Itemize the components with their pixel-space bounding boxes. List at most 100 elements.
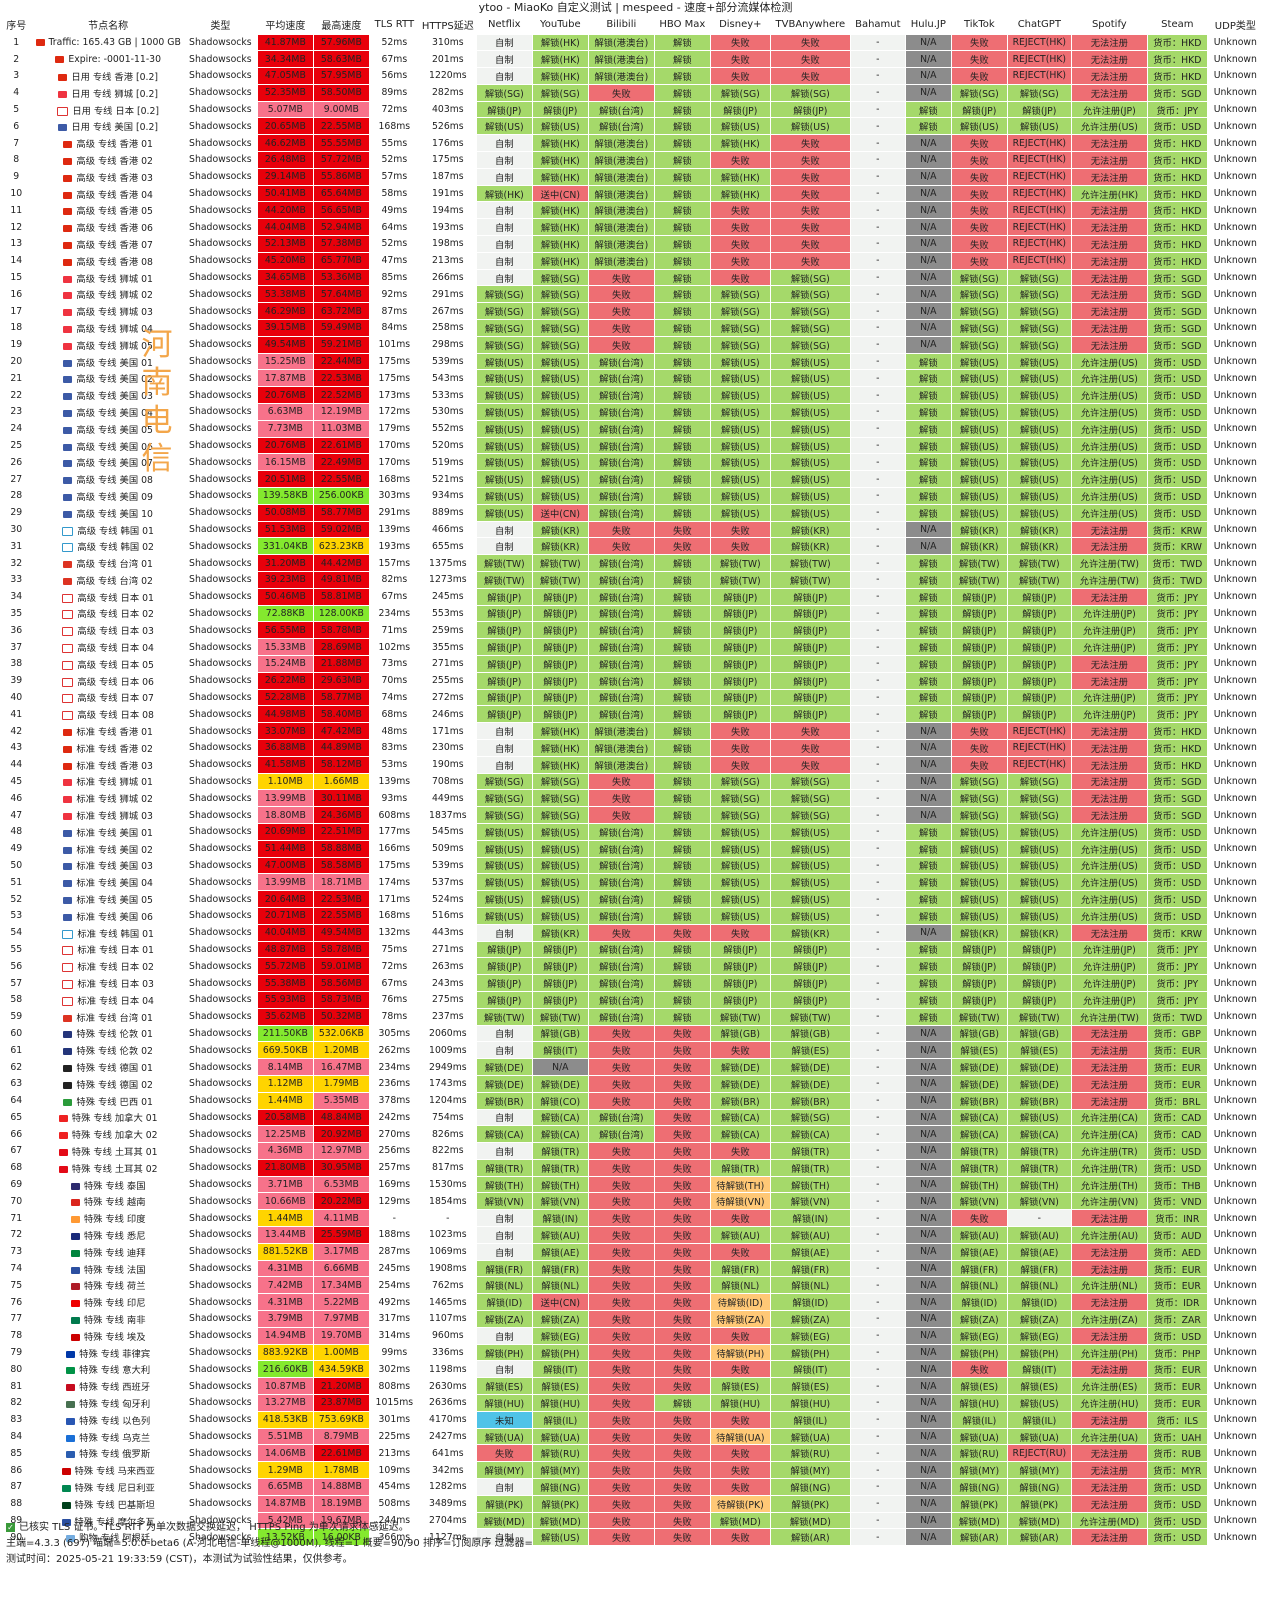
avg-speed-cell: 52.35MB: [257, 84, 314, 102]
protocol-type-cell: Shadowsocks: [183, 269, 258, 287]
spotify-cell: 无法注册: [1071, 1025, 1148, 1043]
udp-type-cell: Unknown: [1207, 50, 1264, 69]
node-name-cell: 高级 专线 狮城 01: [33, 269, 184, 287]
youtube-cell: 解锁(JP): [532, 689, 589, 707]
table-row: 52 标准 专线 美国 05 Shadowsocks 20.64MB 22.53MB 17…: [0, 890, 1264, 908]
udp-type-cell: Unknown: [1207, 1243, 1264, 1261]
chatgpt-cell: 解锁(US): [1007, 857, 1072, 875]
hbo-max-cell: 解锁: [654, 638, 711, 656]
disney-plus-cell: 失败: [710, 1209, 771, 1228]
https-latency-cell: 754ms: [419, 1109, 477, 1127]
node-name-cell: 特殊 专线 埃及: [33, 1327, 184, 1345]
node-name-cell: 高级 专线 香港 08: [33, 252, 184, 270]
disney-plus-cell: 解锁(CA): [710, 1125, 771, 1144]
flag-icon: [63, 275, 73, 283]
youtube-cell: 解锁(ZA): [532, 1310, 589, 1328]
chatgpt-cell: 解锁(JP): [1007, 957, 1072, 976]
bilibili-cell: 失败: [588, 1344, 655, 1362]
steam-cell: 货币：USD: [1147, 823, 1208, 841]
tiktok-cell: 失败: [951, 134, 1008, 153]
disney-plus-cell: 失败: [710, 924, 771, 942]
tiktok-cell: 失败: [951, 235, 1008, 253]
spotify-cell: 无法注册: [1071, 1528, 1148, 1547]
table-row: 79 特殊 专线 菲律宾 Shadowsocks 883.92KB 1.00MB 99ms…: [0, 1344, 1264, 1362]
tiktok-cell: 失败: [951, 151, 1008, 169]
protocol-type-cell: Shadowsocks: [183, 1444, 258, 1463]
row-index-cell: 90: [0, 1528, 34, 1547]
hulu-jp-cell: N/A: [905, 521, 952, 539]
bahamut-cell: -: [850, 1192, 906, 1211]
tvbanywhere-cell: 解锁(IL): [770, 1411, 851, 1429]
bahamut-cell: -: [850, 67, 906, 85]
protocol-type-cell: Shadowsocks: [183, 840, 258, 858]
tiktok-cell: 解锁(VN): [951, 1192, 1008, 1211]
avg-speed-cell: 1.44MB: [257, 1209, 314, 1228]
hulu-jp-cell: N/A: [905, 252, 952, 270]
flag-icon: [58, 1148, 68, 1156]
chatgpt-cell: REJECT(HK): [1007, 50, 1072, 69]
netflix-cell: 解锁(ES): [476, 1377, 533, 1396]
steam-cell: 货币：HKD: [1147, 252, 1208, 270]
chatgpt-cell: 解锁(US): [1007, 386, 1072, 405]
chatgpt-cell: 解锁(JP): [1007, 974, 1072, 992]
spotify-cell: 无法注册: [1071, 1461, 1148, 1480]
https-latency-cell: 934ms: [419, 487, 477, 505]
bilibili-cell: 解锁(港澳台): [588, 235, 655, 253]
spotify-cell: 无法注册: [1071, 672, 1148, 690]
table-row: 20 高级 专线 美国 01 Shadowsocks 15.25MB 22.44MB 17…: [0, 353, 1264, 371]
bilibili-cell: 失败: [588, 1075, 655, 1093]
tiktok-cell: 失败: [951, 252, 1008, 270]
avg-speed-cell: 20.76MB: [257, 437, 314, 455]
bilibili-cell: 解锁(港澳台): [588, 151, 655, 169]
hulu-jp-cell: N/A: [905, 1327, 952, 1345]
row-index-cell: 33: [0, 571, 34, 589]
hulu-jp-cell: 解锁: [905, 974, 952, 992]
netflix-cell: 解锁(TR): [476, 1159, 533, 1177]
https-latency-cell: 187ms: [419, 168, 477, 186]
chatgpt-cell: 解锁(KR): [1007, 521, 1072, 539]
hbo-max-cell: 解锁: [654, 689, 711, 707]
tls-rtt-cell: 234ms: [369, 605, 420, 623]
tiktok-cell: 解锁(US): [951, 470, 1008, 489]
spotify-cell: 无法注册: [1071, 1075, 1148, 1093]
hulu-jp-cell: N/A: [905, 1125, 952, 1144]
avg-speed-cell: 20.69MB: [257, 823, 314, 841]
tvbanywhere-cell: 解锁(EG): [770, 1327, 851, 1345]
protocol-type-cell: Shadowsocks: [183, 437, 258, 455]
tvbanywhere-cell: 失败: [770, 185, 851, 203]
chatgpt-cell: 解锁(SG): [1007, 84, 1072, 102]
row-index-cell: 11: [0, 201, 34, 220]
node-name-label: 高级 专线 香港 02: [76, 155, 153, 167]
youtube-cell: 解锁(SG): [532, 84, 589, 102]
table-row: 25 高级 专线 美国 06 Shadowsocks 20.76MB 22.61MB 17…: [0, 437, 1264, 455]
max-speed-cell: 6.53MB: [313, 1176, 370, 1194]
node-name-label: 高级 专线 美国 09: [76, 491, 153, 503]
udp-type-cell: Unknown: [1207, 1260, 1264, 1278]
protocol-type-cell: Shadowsocks: [183, 420, 258, 438]
avg-speed-cell: 331.04KB: [257, 537, 314, 556]
node-name-label: 高级 专线 狮城 04: [76, 323, 153, 335]
protocol-type-cell: Shadowsocks: [183, 1192, 258, 1211]
avg-speed-cell: 52.13MB: [257, 235, 314, 253]
protocol-type-cell: Shadowsocks: [183, 1377, 258, 1396]
chatgpt-cell: 解锁(AR): [1007, 1528, 1072, 1547]
max-speed-cell: 1.20MB: [313, 1041, 370, 1060]
flag-icon: [70, 1316, 80, 1324]
disney-plus-cell: 失败: [710, 1461, 771, 1480]
max-speed-cell: 58.58MB: [313, 857, 370, 875]
netflix-cell: 解锁(SG): [476, 302, 533, 321]
flag-icon: [70, 1283, 80, 1291]
protocol-type-cell: Shadowsocks: [183, 504, 258, 522]
disney-plus-cell: 解锁(CA): [710, 1109, 771, 1127]
tvbanywhere-cell: 解锁(JP): [770, 941, 851, 959]
spotify-cell: 允许注册(US): [1071, 453, 1148, 472]
column-header: 类型: [183, 16, 258, 35]
node-name-cell: 标准 专线 台湾 01: [33, 1008, 184, 1026]
node-name-cell: Traffic: 165.43 GB | 1000 GB: [33, 34, 184, 52]
bilibili-cell: 解锁(台湾): [588, 1008, 655, 1026]
chatgpt-cell: 解锁(US): [1007, 1394, 1072, 1412]
bilibili-cell: 解锁(台湾): [588, 554, 655, 572]
spotify-cell: 允许注册(US): [1071, 437, 1148, 455]
tiktok-cell: 解锁(TR): [951, 1159, 1008, 1177]
tvbanywhere-cell: 解锁(US): [770, 890, 851, 908]
